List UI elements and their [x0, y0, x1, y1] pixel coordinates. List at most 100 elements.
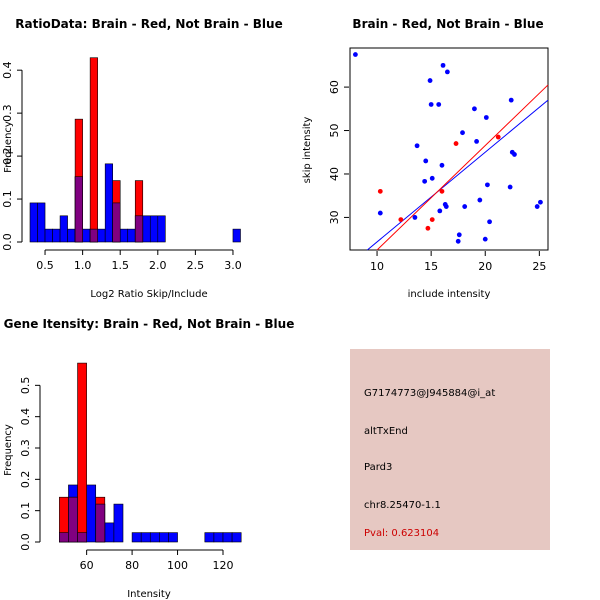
scatter-axes: 10 15 20 25 30 40 50 60 [328, 80, 546, 273]
ratio-bar-not-brain-16 [149, 215, 159, 243]
gene-intensity-histogram-panel: Gene Itensity: Brain - Red, Not Brain - … [3, 317, 294, 600]
info-event-type: altTxEnd [364, 426, 408, 437]
gene-bar-not-brain-15 [231, 532, 242, 543]
gene-y-tick-label: 0.4 [19, 408, 32, 426]
info-gene-name: Pard3 [364, 462, 392, 473]
scatter-y-tick-label: 50 [328, 124, 341, 138]
ratio-bar-not-brain-9 [97, 228, 106, 243]
scatter-plot-area [353, 52, 549, 251]
ratio-y-tick-label: 0.2 [1, 147, 14, 165]
scatter-point-not-brain-31 [534, 204, 540, 209]
gene-bar-not-brain-9 [149, 532, 160, 543]
scatter-point-brain-4 [439, 188, 445, 194]
ratio-bar-overlap-2 [112, 202, 121, 243]
scatter-point-not-brain-11 [439, 162, 445, 168]
ratio-histogram-panel: RatioData: Brain - Red, Not Brain - Blue… [1, 17, 283, 300]
scatter-point-brain-3 [429, 217, 435, 222]
ratio-bar-not-brain-7 [82, 228, 91, 243]
gene-bar-not-brain-8 [140, 532, 151, 543]
scatter-point-brain-5 [453, 141, 459, 146]
scatter-point-not-brain-14 [443, 204, 449, 209]
ratio-histogram-axes: 0.5 1.0 1.5 2.0 2.5 3.0 0.0 0.1 0.2 0.3 0.4 [1, 61, 242, 272]
gene-x-tick-label: 100 [167, 559, 188, 572]
ratio-bar-not-brain-18 [232, 228, 241, 243]
ratio-bar-not-brain-2 [44, 228, 53, 243]
scatter-point-not-brain-25 [485, 182, 490, 188]
scatter-point-not-brain-20 [472, 106, 477, 112]
gene-bar-not-brain-11 [168, 532, 178, 543]
scatter-point-not-brain-23 [482, 236, 488, 242]
gene-histogram-axes: 60 80 100 120 0.0 0.1 0.2 0.3 0.4 0.5 [19, 377, 234, 572]
gene-x-tick-label: 120 [213, 559, 234, 572]
scatter-fit-line-not-brain [366, 99, 549, 251]
scatter-point-not-brain-32 [538, 199, 543, 205]
gene-y-tick-label: 0.0 [19, 533, 32, 551]
scatter-xlabel: include intensity [408, 289, 491, 300]
ratio-x-tick-label: 2.0 [149, 259, 167, 272]
scatter-point-not-brain-22 [477, 197, 483, 203]
info-pval: Pval: 0.623104 [364, 528, 439, 539]
scatter-point-not-brain-26 [487, 219, 492, 225]
ratio-y-tick-label: 0.3 [1, 104, 14, 122]
scatter-point-not-brain-27 [507, 184, 513, 190]
scatter-point-brain-0 [377, 188, 383, 194]
scatter-point-not-brain-17 [456, 232, 462, 238]
gene-bar-overlap-0 [59, 532, 69, 543]
gene-bar-not-brain-6 [113, 503, 124, 543]
gene-y-tick-label: 0.3 [19, 439, 32, 457]
ratio-histogram-title: RatioData: Brain - Red, Not Brain - Blue [15, 17, 282, 31]
scatter-point-not-brain-10 [437, 208, 443, 214]
info-panel: G7174773@J945884@i_at altTxEnd Pard3 chr… [350, 349, 550, 550]
ratio-histogram-bars [29, 57, 241, 243]
ratio-y-tick-label: 0.1 [1, 190, 14, 208]
ratio-bar-not-brain-5 [67, 228, 76, 243]
ratio-x-tick-label: 2.5 [187, 259, 205, 272]
ratio-x-tick-label: 0.5 [36, 259, 54, 272]
scatter-y-tick-label: 60 [328, 80, 341, 94]
scatter-point-not-brain-3 [414, 143, 420, 149]
gene-y-tick-label: 0.5 [19, 377, 32, 395]
scatter-y-tick-label: 40 [328, 167, 341, 181]
gene-bar-not-brain-5 [104, 522, 115, 543]
gene-y-tick-label: 0.1 [19, 502, 32, 519]
scatter-point-not-brain-2 [412, 215, 418, 220]
gene-histogram-xlabel: Intensity [127, 589, 171, 600]
gene-histogram-bars [59, 362, 242, 543]
scatter-point-not-brain-4 [422, 178, 428, 184]
gene-bar-not-brain-3 [86, 484, 97, 543]
scatter-point-not-brain-28 [508, 97, 514, 103]
ratio-x-tick-label: 1.5 [111, 259, 129, 272]
scatter-y-tick-label: 30 [328, 210, 341, 224]
scatter-x-tick-label: 15 [424, 260, 438, 273]
gene-x-tick-label: 80 [125, 559, 139, 572]
scatter-ylabel: skip intensity [302, 117, 313, 184]
scatter-point-not-brain-15 [444, 69, 450, 75]
info-probe-id: G7174773@J945884@i_at [364, 388, 495, 399]
ratio-bar-not-brain-10 [104, 163, 113, 243]
scatter-x-tick-label: 25 [532, 260, 546, 273]
ratio-histogram-xlabel: Log2 Ratio Skip/Include [90, 289, 207, 300]
gene-bar-not-brain-14 [222, 532, 233, 543]
ratio-bar-not-brain-15 [142, 215, 151, 243]
ratio-bar-not-brain-12 [119, 228, 129, 243]
scatter-point-brain-1 [398, 217, 404, 222]
ratio-bar-not-brain-13 [127, 228, 136, 243]
scatter-point-not-brain-24 [483, 115, 489, 120]
gene-x-tick-label: 60 [80, 559, 94, 572]
gene-bar-overlap-2 [77, 532, 87, 543]
scatter-point-brain-2 [425, 225, 431, 231]
gene-bar-overlap-3 [95, 503, 106, 543]
gene-bar-overlap-1 [68, 496, 78, 543]
gene-bar-not-brain-7 [131, 532, 142, 543]
scatter-point-not-brain-12 [440, 62, 446, 68]
intensity-scatter-panel: Brain - Red, Not Brain - Blue 10 15 20 25 30… [302, 17, 549, 300]
gene-histogram-title: Gene Itensity: Brain - Red, Not Brain - … [4, 317, 295, 331]
ratio-bar-overlap-3 [134, 215, 144, 243]
scatter-x-tick-label: 20 [478, 260, 492, 273]
scatter-fit-line-brain [376, 84, 549, 251]
ratio-bar-brain-1 [89, 57, 98, 243]
ratio-histogram-ylabel: Frequency [3, 121, 14, 173]
ratio-x-tick-label: 1.0 [74, 259, 92, 272]
ratio-y-tick-label: 0.4 [1, 61, 14, 79]
